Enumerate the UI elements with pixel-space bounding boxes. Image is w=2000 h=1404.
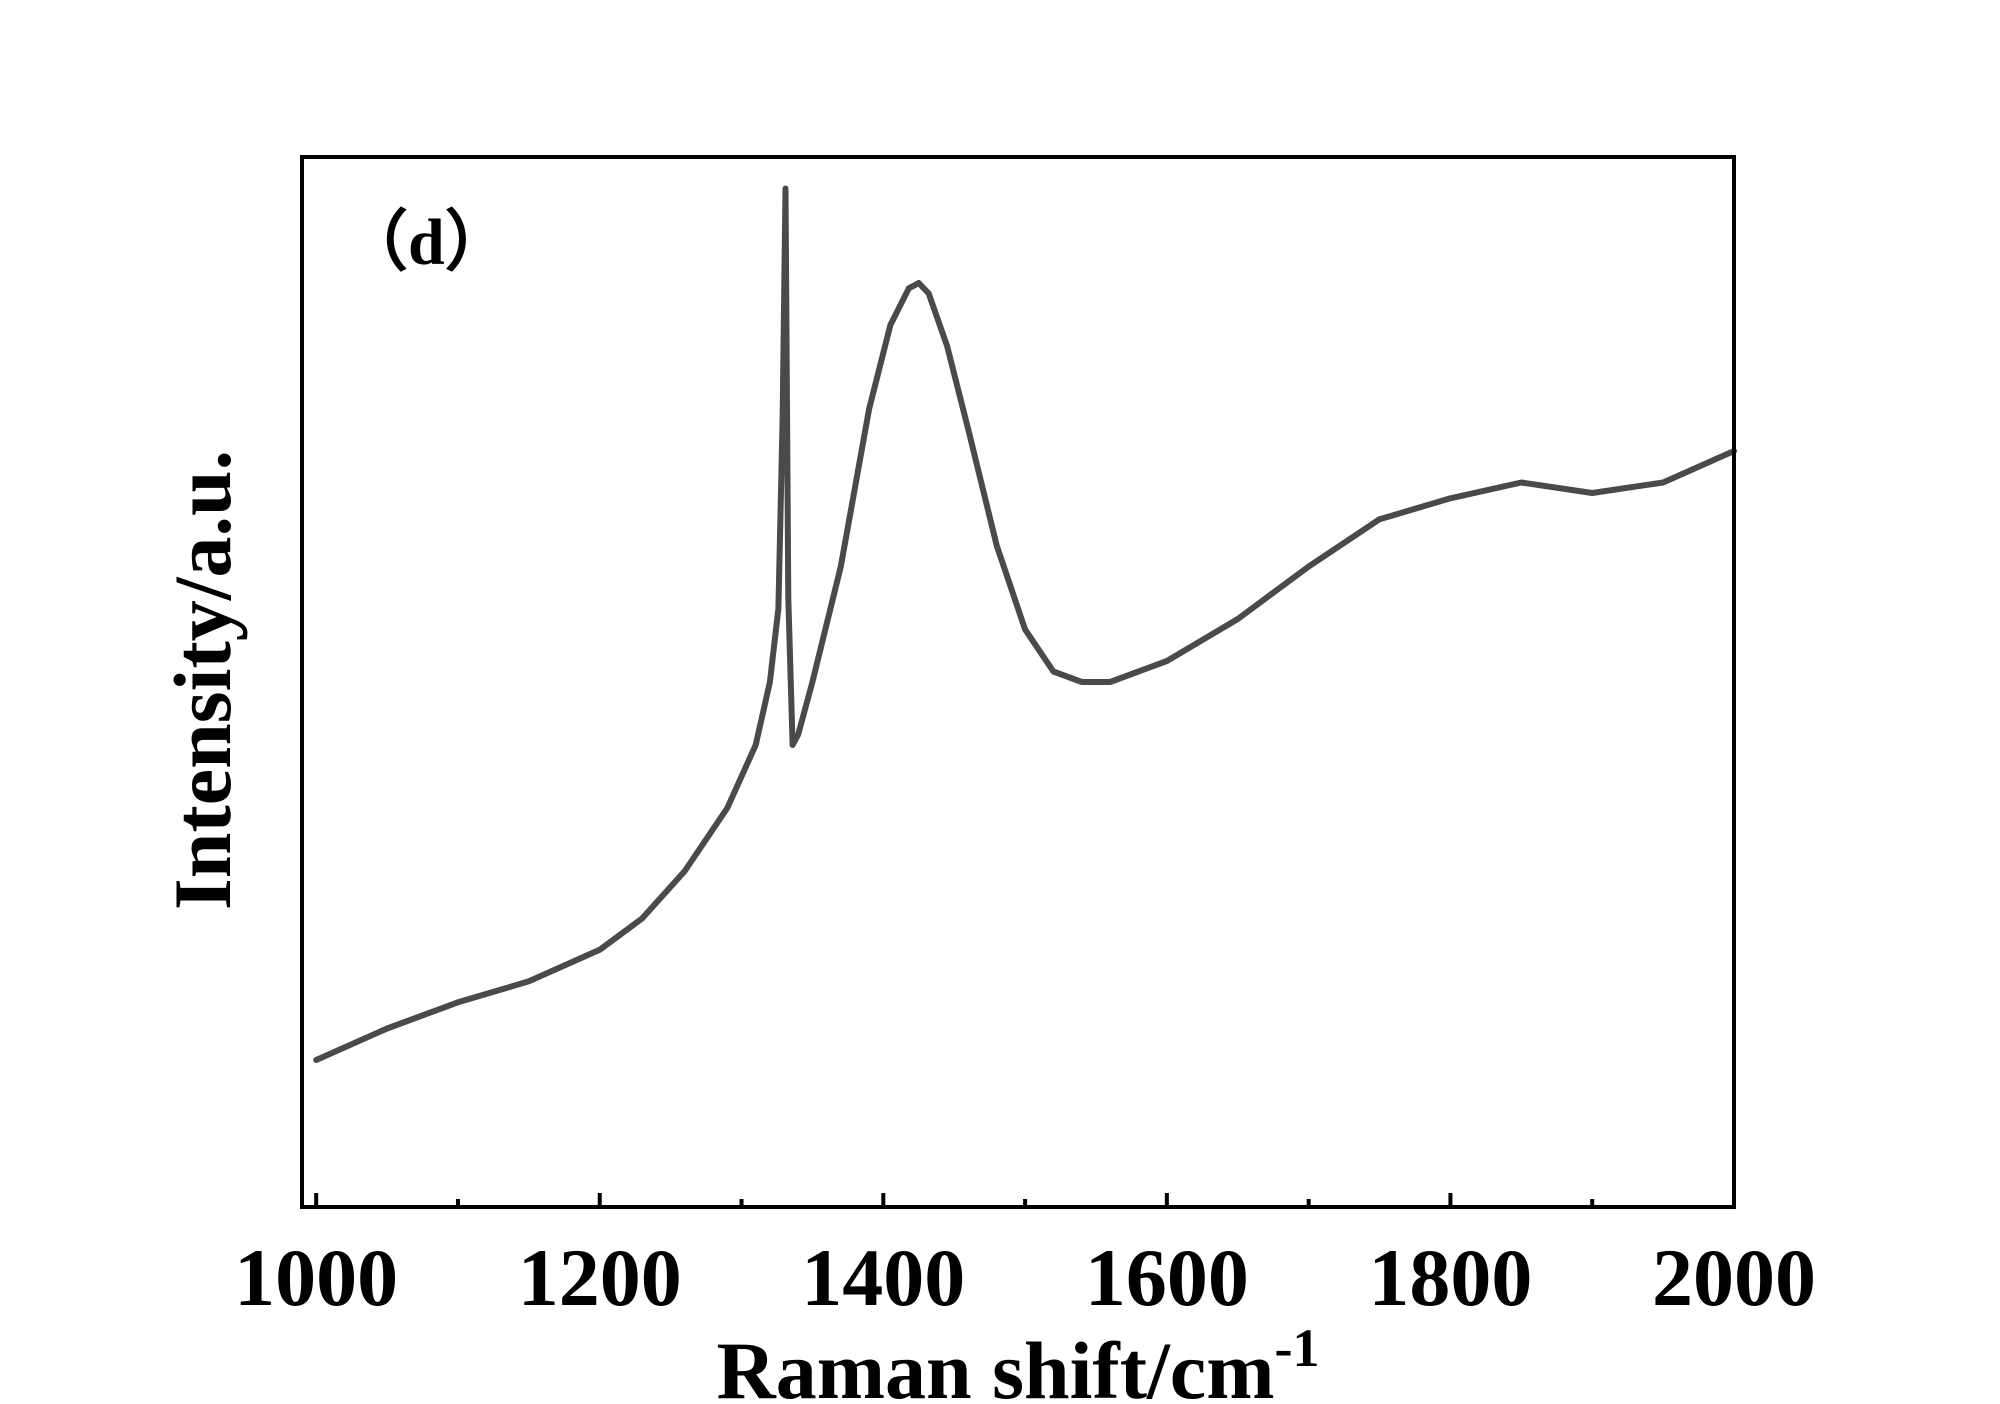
x-tick-label: 2000 xyxy=(1652,1232,1816,1323)
x-tick-label: 1800 xyxy=(1368,1232,1532,1323)
x-tick-label: 1600 xyxy=(1085,1232,1249,1323)
x-axis-label: Raman shift/cm-1 xyxy=(716,1318,1319,1404)
x-axis-label-text: Raman shift/cm xyxy=(716,1325,1274,1404)
x-tick-label: 1400 xyxy=(801,1232,965,1323)
x-tick-label: 1200 xyxy=(518,1232,682,1323)
x-axis-label-superscript: -1 xyxy=(1275,1318,1320,1378)
x-tick-label: 1000 xyxy=(234,1232,398,1323)
y-axis-label: Intensity/a.u. xyxy=(157,450,248,910)
panel-label: （d） xyxy=(342,205,511,279)
spectrum-series-line xyxy=(313,185,1737,1063)
plot-frame xyxy=(300,155,1736,1209)
x-axis-ticks xyxy=(314,1193,1736,1207)
x-axis-tick-labels: 1000 1200 1400 1600 1800 2000 xyxy=(234,1232,1816,1323)
